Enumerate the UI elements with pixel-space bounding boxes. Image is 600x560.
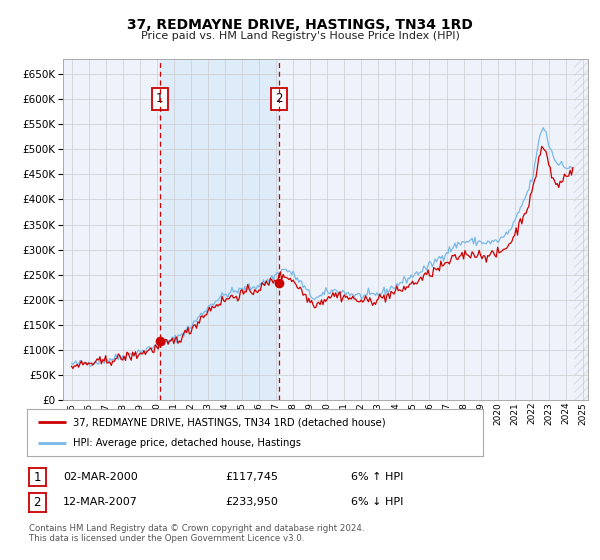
Text: 1: 1 [156,92,163,105]
Text: 6% ↑ HPI: 6% ↑ HPI [351,472,403,482]
Text: £233,950: £233,950 [225,497,278,507]
Text: 37, REDMAYNE DRIVE, HASTINGS, TN34 1RD (detached house): 37, REDMAYNE DRIVE, HASTINGS, TN34 1RD (… [73,417,385,427]
Text: 37, REDMAYNE DRIVE, HASTINGS, TN34 1RD: 37, REDMAYNE DRIVE, HASTINGS, TN34 1RD [127,18,473,32]
Text: 2: 2 [275,92,283,105]
Text: 12-MAR-2007: 12-MAR-2007 [63,497,138,507]
Text: Price paid vs. HM Land Registry's House Price Index (HPI): Price paid vs. HM Land Registry's House … [140,31,460,41]
Text: 02-MAR-2000: 02-MAR-2000 [63,472,138,482]
Text: HPI: Average price, detached house, Hastings: HPI: Average price, detached house, Hast… [73,438,301,448]
Text: 6% ↓ HPI: 6% ↓ HPI [351,497,403,507]
Text: 2: 2 [34,496,41,509]
Bar [574,59,588,400]
Text: £117,745: £117,745 [225,472,278,482]
Bar [160,59,280,400]
Text: 1: 1 [34,470,41,484]
Text: Contains HM Land Registry data © Crown copyright and database right 2024.
This d: Contains HM Land Registry data © Crown c… [29,524,364,543]
